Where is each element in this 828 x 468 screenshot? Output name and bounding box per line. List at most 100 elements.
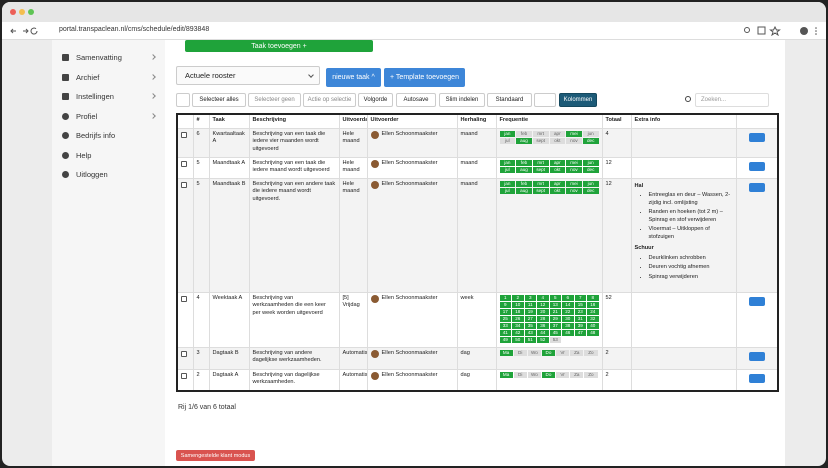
maximize-dot[interactable] xyxy=(28,9,34,15)
extra-list: Entreeglas en deur – Wassen, 2-zijdig in… xyxy=(635,192,733,241)
task-repeat: week xyxy=(456,291,497,348)
task-repeat: dag xyxy=(456,368,497,392)
frequency-cell-item: Za xyxy=(570,349,584,356)
schedule-select[interactable]: Actuele rooster xyxy=(176,66,320,85)
browser-actions[interactable] xyxy=(744,26,819,36)
extra-info xyxy=(630,156,737,179)
task-id: 4 xyxy=(192,291,210,348)
frequency-cell-item: 21 xyxy=(549,308,561,315)
extra-info xyxy=(630,346,737,370)
frequency-cell: Ma Di Wo Do Vr Za Zo xyxy=(495,346,603,370)
checkbox[interactable] xyxy=(181,295,187,302)
frequency-cell-item: dec xyxy=(582,137,599,144)
frequency-cell-item: 35 xyxy=(524,322,536,329)
frequency-cell-item: nov xyxy=(566,166,582,173)
assignee: Ellen Schoonmaakster xyxy=(370,349,454,358)
column-header: Extra info xyxy=(630,113,737,129)
frequency-cell-item: 22 xyxy=(562,308,574,315)
frequency-cell-item: mrt xyxy=(532,180,549,187)
menu-item[interactable]: Instellingen xyxy=(76,92,114,101)
frequency-cell-item: 46 xyxy=(562,329,574,336)
frequency-cell-item: 49 xyxy=(499,336,511,343)
minimize-dot[interactable] xyxy=(19,9,25,15)
toolbar-button[interactable]: Selecteer alles xyxy=(192,93,246,107)
frequency-cell-item: okt xyxy=(549,187,566,194)
mode-button[interactable]: Samengestelde klant modus xyxy=(176,450,255,461)
task-id: 5 xyxy=(192,156,210,179)
assignee-cell: Ellen Schoonmaakster xyxy=(366,177,458,293)
toolbar-button[interactable]: Autosave xyxy=(396,93,436,107)
url[interactable]: portal.transpaclean.nl/cms/schedule/edit… xyxy=(59,26,210,33)
header-icon-cell xyxy=(735,113,779,129)
checkbox[interactable] xyxy=(181,181,187,188)
frequency-cell-item: Wo xyxy=(527,349,541,356)
frequency-cell-item: okt xyxy=(549,166,566,173)
task-description: Beschrijving van een taak die iedere maa… xyxy=(248,156,340,179)
toolbar-button[interactable]: Slim indelen xyxy=(439,93,485,107)
menu-icon xyxy=(62,112,69,120)
edit-cell xyxy=(735,127,779,158)
menu-item[interactable]: Help xyxy=(76,150,92,160)
assignee: Ellen Schoonmaakster xyxy=(370,159,454,168)
frequency-cell-item: 47 xyxy=(574,329,586,336)
camera-button[interactable] xyxy=(534,93,556,107)
menu-item[interactable]: Bedrijfs info xyxy=(76,131,116,140)
edit-button[interactable] xyxy=(748,182,765,192)
frequency-cell-item: 26 xyxy=(512,315,524,322)
nav-icons[interactable] xyxy=(10,26,50,36)
frequency-cell-item: 20 xyxy=(537,308,549,315)
assignee: Ellen Schoonmaakster xyxy=(370,371,454,380)
frequency-grid: 1 2 3 4 5 6 7 8 9 10 11 12 13 14 15 16 17 18 19 20 21 22 23 24 2… xyxy=(499,294,599,343)
frequency-cell-item: Ma xyxy=(499,349,513,356)
edit-button[interactable] xyxy=(748,296,765,306)
task-description: Beschrijving van dagelijkse werkzaamhede… xyxy=(248,368,340,392)
checkbox[interactable] xyxy=(181,350,187,357)
frequency-cell-item: Ma xyxy=(499,371,513,378)
frequency-cell-item: 14 xyxy=(562,301,574,308)
frequency-cell-item: feb xyxy=(516,180,532,187)
toolbar-button[interactable]: Standaard xyxy=(487,93,532,107)
toolbar-button[interactable]: Selecteer geen xyxy=(248,93,301,107)
column-header: Frequentie xyxy=(495,113,603,129)
task-repeat: dag xyxy=(456,346,497,370)
column-header: Herhaling xyxy=(456,113,497,129)
checkbox[interactable] xyxy=(181,160,187,167)
frequency-grid: jan feb mrt apr mei jun jul aug sept okt nov dec xyxy=(499,130,599,144)
edit-button[interactable] xyxy=(748,161,765,171)
frequency-cell-item: Wo xyxy=(527,371,541,378)
menu-item[interactable]: Profiel xyxy=(76,111,98,121)
menu-item[interactable]: Uitloggen xyxy=(76,170,108,179)
edit-button[interactable] xyxy=(748,373,765,383)
menu-item[interactable]: Samenvatting xyxy=(76,53,122,62)
task-description: Beschrijving van een taak die iedere vie… xyxy=(248,127,340,158)
toolbar-button[interactable]: Kolommen xyxy=(559,93,597,107)
frequency-cell-item: 7 xyxy=(574,294,586,301)
frequency-cell-item: jan xyxy=(499,180,516,187)
task-row: 3 Dagtaak B Beschrijving van andere dageli… xyxy=(176,346,779,370)
toolbar-button[interactable]: Actie op selectie xyxy=(303,93,356,107)
task-total: 12 xyxy=(601,156,632,179)
close-dot[interactable] xyxy=(10,9,16,15)
search-input[interactable]: Zoeken... xyxy=(695,93,769,107)
edit-button[interactable] xyxy=(748,351,765,361)
assignee-name: Ellen Schoonmaakster xyxy=(381,159,438,166)
frequency-cell-item: 23 xyxy=(574,308,586,315)
frequency-cell-item: 13 xyxy=(549,301,561,308)
new-task-button[interactable]: nieuwe taak ^ xyxy=(326,68,381,87)
refresh-button[interactable] xyxy=(176,93,190,107)
edit-button[interactable] xyxy=(748,132,765,142)
avatar xyxy=(370,130,379,139)
task-day: Hele maand xyxy=(338,156,368,179)
frequency-cell-item: jan xyxy=(499,159,516,166)
menu-item[interactable]: Archief xyxy=(76,72,100,82)
frequency-cell-item: 34 xyxy=(512,322,524,329)
extra-info xyxy=(630,368,737,392)
add-task-button[interactable]: Taak toevoegen + xyxy=(185,40,373,52)
template-button[interactable]: + Template toevoegen xyxy=(384,68,465,87)
task-total: 4 xyxy=(601,127,632,158)
checkbox[interactable] xyxy=(181,372,187,379)
frequency-cell-item: Vr xyxy=(556,349,570,356)
toolbar-button[interactable]: Volgorde xyxy=(358,93,393,107)
checkbox[interactable] xyxy=(181,131,187,138)
menu-icon xyxy=(62,73,69,81)
